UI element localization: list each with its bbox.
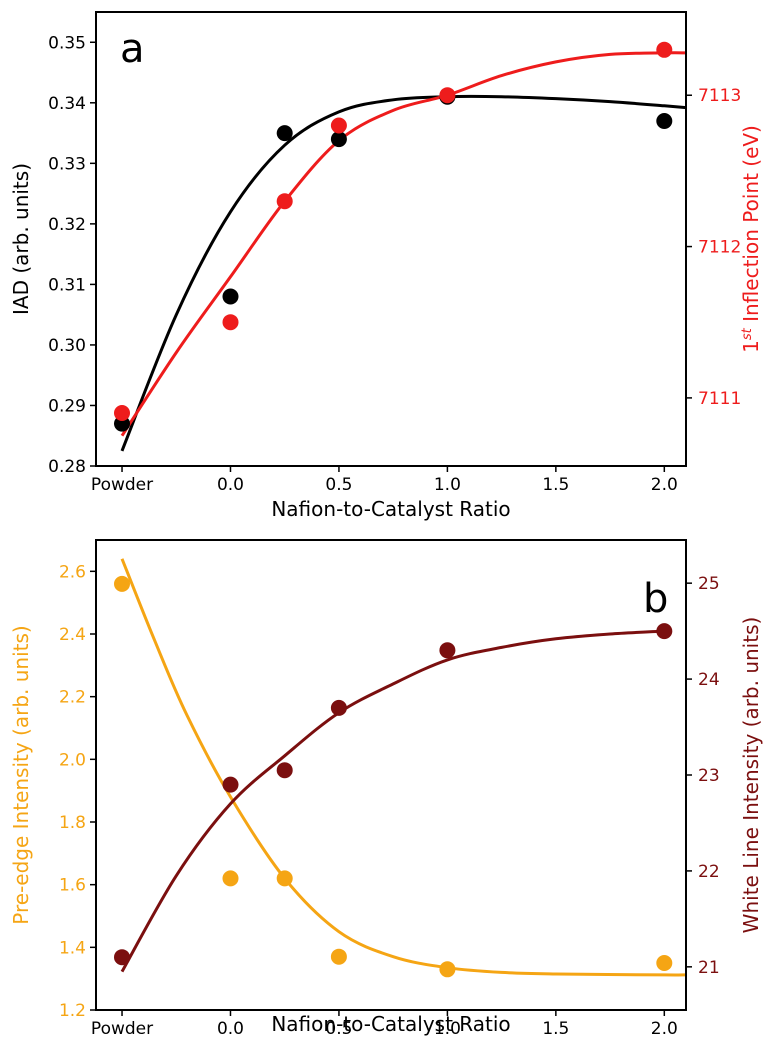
panel-a-point-2-2: [222, 314, 239, 331]
panel-b-left-axis-title: Pre-edge Intensity (arb. units): [9, 625, 33, 924]
panel-a-plot-frame: [95, 11, 687, 467]
panel-a-left-tick-label-4: 0.31: [48, 275, 86, 295]
panel-a-point-1-3: [276, 125, 293, 142]
panel-b-left-tick-label-4: 1.8: [59, 813, 86, 833]
panel-a-point-1-6: [656, 113, 673, 129]
panel-b-point-1-2: [222, 870, 239, 887]
panel-b-point-2-3: [276, 762, 293, 779]
panel-b-point-1-3: [276, 870, 293, 887]
panel-b-point-1-5: [439, 961, 456, 978]
panel-b-x-tick-label-2: 0.0: [217, 1019, 244, 1037]
panel-b-left-tick-label-5: 2.0: [59, 750, 86, 770]
panel-b-right-axis-title: White Line Intensity (arb. units): [739, 617, 763, 934]
panel-a-x-tick-label-4: 1.0: [434, 475, 461, 495]
panel-a: Powder 0.0 0.5 1.0 1.5 2.0 0.28 0.29 0.30 0.31 0.3…: [9, 11, 763, 521]
panel-a-x-tick-label-6: 2.0: [651, 475, 678, 495]
panel-b-right-tick-label-4: 24: [698, 670, 720, 690]
panel-a-letter: a: [120, 26, 145, 72]
panel-a-point-2-4: [330, 117, 347, 134]
panel-b-right-tick-label-1: 21: [698, 958, 720, 978]
panel-a-left-tick-label-7: 0.34: [48, 94, 86, 114]
panel-b-right-tick-label-3: 23: [698, 766, 720, 786]
panel-b-left-tick-label-1: 1.2: [59, 1001, 86, 1021]
panel-a-left-tick-label-2: 0.29: [48, 396, 86, 416]
panel-a-x-axis-title: Nafion-to-Catalyst Ratio: [271, 497, 510, 521]
panel-b-point-2-2: [222, 776, 239, 793]
panel-b-x-tick-label-1: Powder: [91, 1019, 153, 1037]
panel-a-right-tick-label-1: 7111: [698, 389, 741, 409]
panel-b-right-tick-label-2: 22: [698, 862, 720, 882]
panel-b-plot-frame: [95, 539, 687, 1011]
panel-b-letter: b: [643, 576, 668, 622]
panel-b-left-tick-label-8: 2.6: [59, 562, 86, 582]
panel-a-left-tick-label-8: 0.35: [48, 33, 86, 53]
panel-b-left-tick-label-6: 2.2: [59, 688, 86, 708]
panel-a-right-tick-label-3: 7113: [698, 86, 741, 106]
panel-b-fit-curve-2: [120, 629, 665, 973]
panel-b-x-tick-label-4: 1.0: [434, 1019, 461, 1037]
panel-b-x-tick-label-6: 2.0: [651, 1019, 678, 1037]
panel-b-right-tick-label-5: 25: [698, 574, 720, 594]
panel-b-fit-curve-1: [120, 558, 686, 977]
panel-b-point-1-6: [656, 955, 673, 971]
panel-a-right-axis-title: 1st Inflection Point (eV): [739, 125, 763, 353]
panel-a-right-tick-label-2: 7112: [698, 238, 741, 258]
panel-b-x-axis-title: Nafion-to-Catalyst Ratio: [271, 1012, 510, 1036]
panel-b-x-tick-label-5: 1.5: [542, 1019, 569, 1037]
panel-a-x-tick-label-5: 1.5: [542, 475, 569, 495]
panel-b-left-tick-label-2: 1.4: [59, 938, 86, 958]
panel-a-left-axis-title: IAD (arb. units): [9, 163, 33, 315]
panel-b-point-1-4: [330, 948, 347, 965]
panel-b-point-2-6: [656, 623, 673, 640]
panel-a-point-2-5: [439, 87, 456, 104]
panel-b-left-tick-label-3: 1.6: [59, 876, 86, 896]
panel-a-x-tick-label-2: 0.0: [217, 475, 244, 495]
panel-b-point-1-1: [114, 575, 130, 592]
panel-a-left-tick-label-1: 0.28: [48, 457, 86, 477]
panel-a-left-tick-label-5: 0.32: [48, 215, 86, 235]
panel-a-x-tick-label-3: 0.5: [325, 475, 352, 495]
panel-b: Powder 0.0 0.5 1.0 1.5 2.0 1.2 1.4 1.6 1.8 2.0 2.2 2…: [9, 539, 763, 1037]
panel-a-left-tick-label-3: 0.30: [48, 336, 86, 356]
panel-a-point-1-4: [330, 131, 347, 148]
panel-a-fit-curve-1: [120, 94, 686, 452]
panel-a-fit-curve-2: [120, 51, 686, 437]
panel-b-point-2-5: [439, 642, 456, 659]
panel-a-point-2-6: [656, 41, 673, 58]
panel-a-left-tick-label-6: 0.33: [48, 154, 86, 174]
panel-a-x-tick-label-1: Powder: [91, 475, 153, 495]
panel-a-point-2-1: [114, 405, 130, 421]
panel-b-left-tick-label-7: 2.4: [59, 625, 86, 645]
panel-b-x-tick-label-3: 0.5: [325, 1019, 352, 1037]
panel-b-point-2-1: [114, 949, 130, 966]
panel-a-point-2-3: [276, 193, 293, 210]
panel-b-point-2-4: [330, 699, 347, 716]
panel-a-point-1-2: [222, 288, 239, 305]
